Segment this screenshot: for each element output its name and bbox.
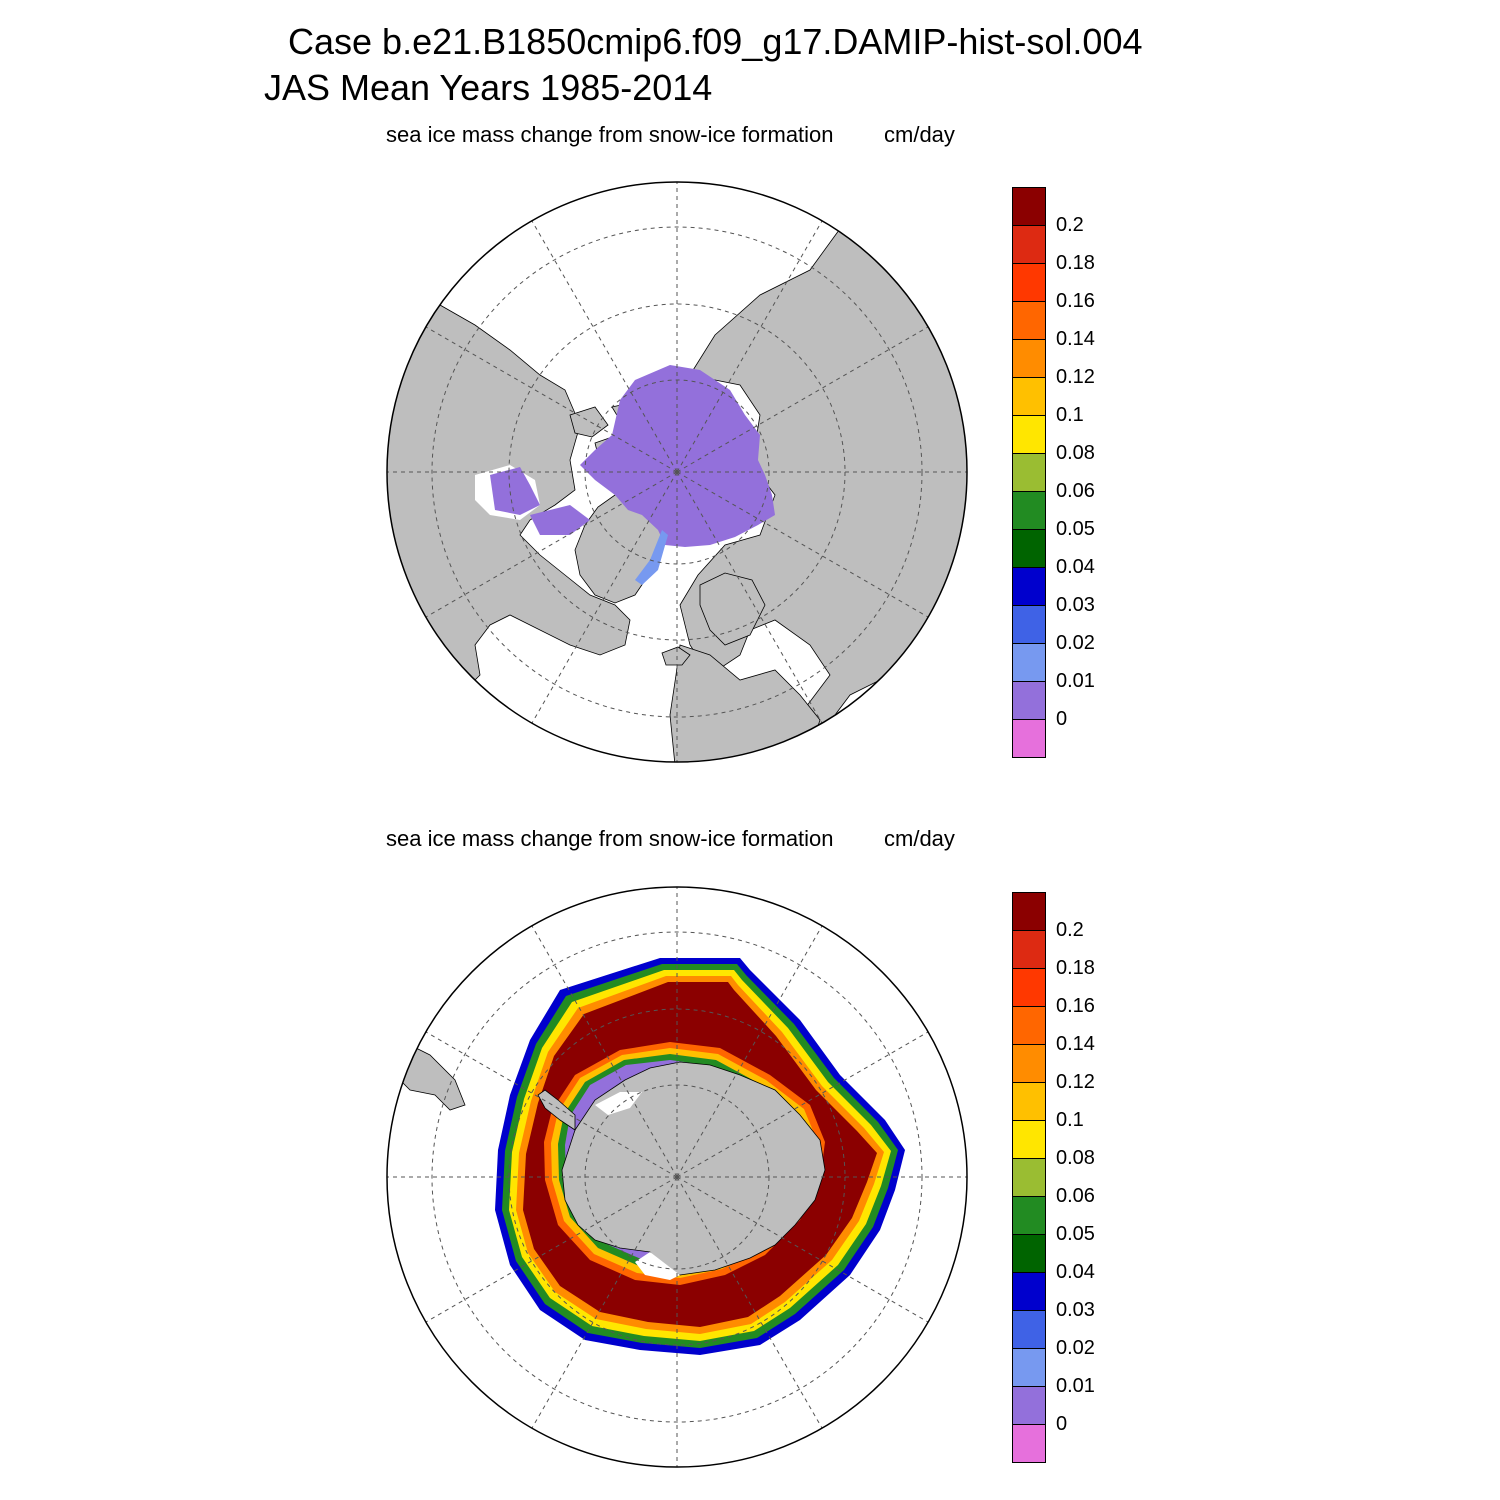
north-colorbar-box [1012,377,1046,416]
north-colorbar-label: 0.12 [1056,366,1095,388]
north-colorbar-label: 0.1 [1056,404,1084,426]
south-colorbar-box [1012,1348,1046,1387]
south-colorbar-label: 0.01 [1056,1375,1095,1397]
south-colorbar-box [1012,968,1046,1007]
north-colorbar-label: 0.16 [1056,290,1095,312]
south-colorbar-box [1012,1120,1046,1159]
south-colorbar-label: 0.1 [1056,1109,1084,1131]
south-colorbar-box [1012,1158,1046,1197]
north-colorbar-label: 0.06 [1056,480,1095,502]
north-colorbar-box [1012,643,1046,682]
north-colorbar-label: 0.08 [1056,442,1095,464]
north-land-scandinavia [699,572,766,646]
south-colorbar-label: 0.04 [1056,1261,1095,1283]
south-colorbar-label: 0.05 [1056,1223,1095,1245]
south-colorbar-box [1012,1234,1046,1273]
south-colorbar-label: 0.06 [1056,1185,1095,1207]
south-units-label: cm/day [884,826,955,851]
north-colorbar-label: 0.01 [1056,670,1095,692]
north-polar-map [386,181,968,763]
south-colorbar: 0.2 0.18 0.16 0.14 0.12 0.1 0.08 0.06 0.05 0.04 0.… [1012,892,1095,1463]
north-land-archipelago-1 [569,406,609,438]
north-colorbar-box [1012,605,1046,644]
south-colorbar-label: 0.12 [1056,1071,1095,1093]
north-ice-baffin [530,505,590,535]
north-colorbar-label: 0.02 [1056,632,1095,654]
north-colorbar-label: 0.14 [1056,328,1095,350]
north-map-border [386,181,968,763]
north-colorbar-label: 0.18 [1056,252,1095,274]
south-colorbar-box [1012,892,1046,931]
north-colorbar-label: 0.04 [1056,556,1095,578]
south-colorbar-box [1012,1310,1046,1349]
south-colorbar-label: 0.02 [1056,1337,1095,1359]
south-colorbar-box [1012,930,1046,969]
north-graticule [387,182,967,762]
north-colorbar-box [1012,225,1046,264]
north-colorbar-box [1012,453,1046,492]
south-colorbar-label: 0.14 [1056,1033,1095,1055]
south-variable-label: sea ice mass change from snow-ice format… [386,826,834,851]
south-colorbar-box [1012,1044,1046,1083]
north-colorbar-box [1012,491,1046,530]
south-colorbar-label: 0.18 [1056,957,1095,979]
south-colorbar-label: 0 [1056,1413,1068,1435]
north-variable-label: sea ice mass change from snow-ice format… [386,122,834,147]
south-colorbar-label: 0.08 [1056,1147,1095,1169]
south-colorbar-box [1012,1424,1046,1463]
north-colorbar-box [1012,263,1046,302]
north-colorbar-label: 0.2 [1056,214,1084,236]
north-ice-east-greenland [635,530,668,585]
south-colorbar-box [1012,1006,1046,1045]
south-colorbar-box [1012,1386,1046,1425]
south-colorbar-box [1012,1196,1046,1235]
south-weddell-shelf [595,1092,642,1115]
north-units-label: cm/day [884,122,955,147]
south-land-antarctica [561,1061,826,1276]
south-colorbar-label: 0.03 [1056,1299,1095,1321]
south-colorbar-box [1012,1082,1046,1121]
south-polar-map [386,886,968,1468]
north-colorbar-box [1012,567,1046,606]
south-land-antarctic-peninsula [537,1089,576,1131]
south-colorbar-label: 0.16 [1056,995,1095,1017]
south-map-border [386,886,968,1468]
north-colorbar-box [1012,529,1046,568]
north-ice-hudson [490,467,540,515]
north-colorbar-box [1012,187,1046,226]
south-ross-shelf [635,1252,680,1280]
north-colorbar-box [1012,339,1046,378]
north-colorbar-label: 0 [1056,708,1068,730]
south-colorbar-box [1012,1272,1046,1311]
north-colorbar-label: 0.05 [1056,518,1095,540]
figure-title-line1: Case b.e21.B1850cmip6.f09_g17.DAMIP-hist… [288,21,1143,62]
south-colorbar-label: 0.2 [1056,919,1084,941]
south-graticule [387,887,967,1467]
figure-title-line2: JAS Mean Years 1985-2014 [264,67,713,108]
north-colorbar-box [1012,681,1046,720]
north-colorbar: 0.2 0.18 0.16 0.14 0.12 0.1 0.08 0.06 0.05 0.04 0.… [1012,187,1095,758]
north-colorbar-box [1012,415,1046,454]
north-colorbar-label: 0.03 [1056,594,1095,616]
north-colorbar-box [1012,719,1046,758]
north-land-iceland [661,646,691,666]
north-colorbar-box [1012,301,1046,340]
